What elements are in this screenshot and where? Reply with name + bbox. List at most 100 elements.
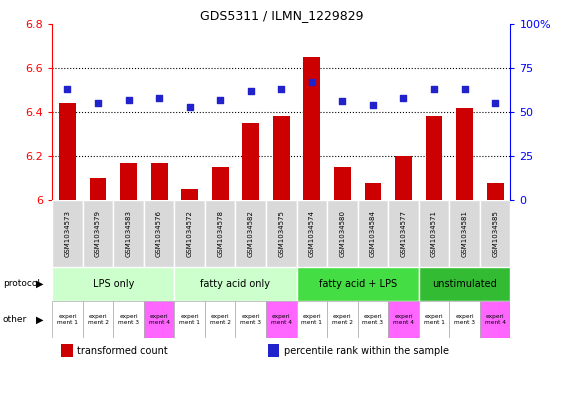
Bar [419,301,450,338]
Bar [83,301,113,338]
Bar [419,267,510,301]
Text: GSM1034583: GSM1034583 [125,210,132,257]
Text: ▶: ▶ [36,279,44,289]
Point [307,79,317,85]
Text: other: other [3,315,27,324]
Bar [90,178,106,200]
Bar [419,200,450,267]
Bar [59,103,76,200]
Bar [120,163,137,200]
Text: GSM1034574: GSM1034574 [309,210,315,257]
Text: GSM1034581: GSM1034581 [462,210,467,257]
Bar [273,116,289,200]
Bar [205,301,235,338]
Text: GSM1034575: GSM1034575 [278,210,284,257]
Point [246,88,255,94]
Bar [113,200,144,267]
Bar [182,189,198,200]
Text: experi
ment 4: experi ment 4 [485,314,506,325]
Point [429,86,438,92]
Point [368,102,378,108]
Text: percentile rank within the sample: percentile rank within the sample [284,346,448,356]
Point [460,86,469,92]
Text: GSM1034576: GSM1034576 [156,210,162,257]
Text: experi
ment 2: experi ment 2 [332,314,353,325]
Bar [388,301,419,338]
Bar [61,344,73,357]
Text: GSM1034577: GSM1034577 [400,210,407,257]
Bar [52,301,83,338]
Point [154,95,164,101]
Text: LPS only: LPS only [93,279,134,289]
Point [93,100,103,106]
Text: GSM1034579: GSM1034579 [95,210,101,257]
Text: GSM1034572: GSM1034572 [187,210,193,257]
Bar [266,200,296,267]
Bar [334,167,351,200]
Text: experi
ment 4: experi ment 4 [271,314,292,325]
Point [338,98,347,105]
Bar [395,156,412,200]
Text: transformed count: transformed count [77,346,168,356]
Bar [235,200,266,267]
Bar [175,200,205,267]
Bar [327,301,358,338]
Text: experi
ment 3: experi ment 3 [118,314,139,325]
Text: experi
ment 1: experi ment 1 [423,314,444,325]
Bar [358,200,388,267]
Bar [358,301,388,338]
Bar [327,200,358,267]
Text: experi
ment 2: experi ment 2 [88,314,108,325]
Bar [456,108,473,200]
Bar [303,57,320,200]
Bar [144,200,175,267]
Bar [388,200,419,267]
Bar [52,200,83,267]
Bar [242,123,259,200]
Text: protocol: protocol [3,279,40,288]
Bar [52,267,175,301]
Bar [113,301,144,338]
Point [399,95,408,101]
Bar [450,200,480,267]
Text: experi
ment 1: experi ment 1 [179,314,200,325]
Text: ▶: ▶ [36,314,44,324]
Bar [144,301,175,338]
Text: experi
ment 3: experi ment 3 [362,314,383,325]
Text: GSM1034580: GSM1034580 [339,210,346,257]
Text: GSM1034571: GSM1034571 [431,210,437,257]
Point [124,97,133,103]
Point [185,104,194,110]
Text: GSM1034585: GSM1034585 [492,210,498,257]
Bar [205,200,235,267]
Point [491,100,500,106]
Bar [480,301,510,338]
Bar [296,267,419,301]
Bar [151,163,168,200]
Bar [426,116,443,200]
Bar [487,183,503,200]
Text: unstimulated: unstimulated [432,279,497,289]
Bar [175,267,296,301]
Bar [296,301,327,338]
Point [277,86,286,92]
Text: GSM1034573: GSM1034573 [64,210,71,257]
Bar [296,200,327,267]
Text: experi
ment 1: experi ment 1 [302,314,322,325]
Text: GSM1034584: GSM1034584 [370,210,376,257]
Bar [235,301,266,338]
Text: experi
ment 1: experi ment 1 [57,314,78,325]
Bar [175,301,205,338]
Bar [83,200,113,267]
Bar [480,200,510,267]
Bar [267,344,279,357]
Bar [266,301,296,338]
Text: experi
ment 4: experi ment 4 [393,314,414,325]
Point [63,86,72,92]
Text: experi
ment 3: experi ment 3 [454,314,475,325]
Bar [450,301,480,338]
Text: fatty acid only: fatty acid only [201,279,270,289]
Point [216,97,225,103]
Text: GSM1034578: GSM1034578 [217,210,223,257]
Title: GDS5311 / ILMN_1229829: GDS5311 / ILMN_1229829 [200,9,363,22]
